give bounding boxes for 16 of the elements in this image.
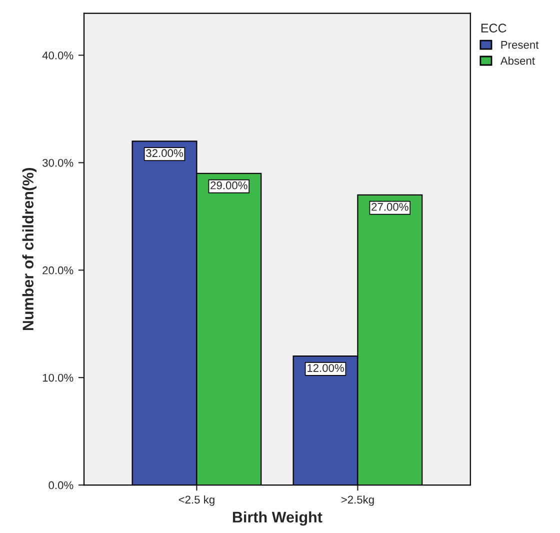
y-tick-label: 30.0% [42,158,74,167]
legend-label: Absent [500,56,535,65]
y-tick-label: 40.0% [42,52,74,60]
x-axis-title: Birth Weight [232,511,322,526]
data-label: 27.00% [372,202,408,211]
legend-title: ECC [481,24,506,33]
y-tick-label: 10.0% [42,374,74,382]
data-label: 32.00% [146,149,183,158]
legend-label: Present [501,41,539,49]
y-axis-title: Number of children(%) [22,168,37,330]
y-tick-label: 0.0% [48,481,74,490]
x-tick-label: <2.5 kg [178,495,214,506]
x-tick-label: >2.5kg [341,495,374,506]
y-tick-label: 20.0% [42,266,74,274]
data-label: 29.00% [210,181,248,190]
data-label: 12.00% [308,364,344,372]
